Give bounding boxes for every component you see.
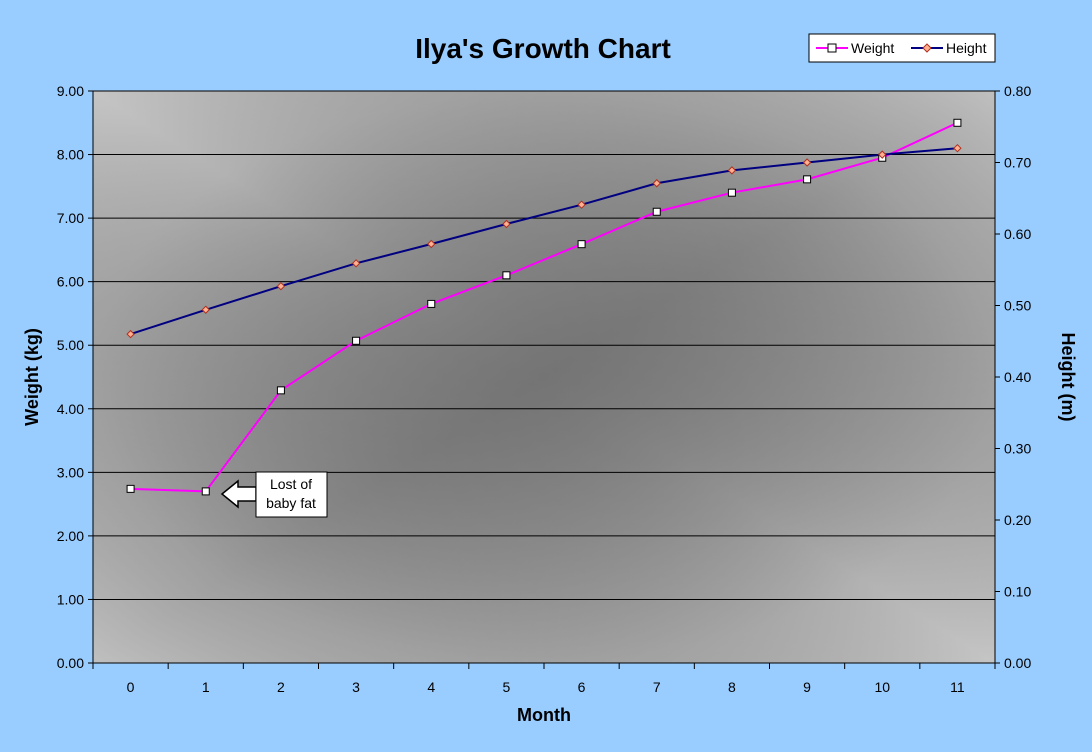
plot-area <box>93 91 995 663</box>
height-point <box>351 259 361 268</box>
y-tick-label: 2.00 <box>57 528 84 544</box>
height-point <box>427 239 436 249</box>
x-tick-label: 1 <box>202 679 210 695</box>
legend-weight-label: Weight <box>851 40 894 56</box>
y2-tick-label: 0.60 <box>1004 226 1031 242</box>
x-tick-label: 2 <box>277 679 285 695</box>
series-line-weight <box>130 121 958 493</box>
y-axis-title-right: Height (m) <box>1058 333 1078 422</box>
y-tick-label: 8.00 <box>57 147 84 163</box>
x-tick-label: 6 <box>578 679 586 695</box>
series-layer <box>126 118 962 496</box>
y-tick-label: 9.00 <box>57 83 84 99</box>
weight-point <box>427 299 436 308</box>
weight-point <box>126 484 135 493</box>
gridlines <box>93 90 995 600</box>
y2-tick-label: 0.70 <box>1004 155 1031 171</box>
x-tick-label: 3 <box>352 679 360 695</box>
x-tick-label: 11 <box>950 679 965 695</box>
y-tick-label: 0.00 <box>57 655 84 671</box>
weight-point <box>502 271 511 280</box>
weight-point <box>727 188 736 197</box>
series-line-height <box>130 147 958 336</box>
weight-point <box>652 207 661 216</box>
height-point <box>502 219 511 229</box>
height-point <box>276 281 286 291</box>
y-tick-label: 7.00 <box>57 210 84 226</box>
y2-tick-label: 0.80 <box>1004 83 1031 99</box>
callout-line-2: baby fat <box>266 495 316 511</box>
height-point <box>802 158 812 167</box>
x-tick-label: 7 <box>653 679 661 695</box>
ticks-layer: 0.00 1.00 2.00 3.00 4.00 5.00 6.00 7.00 8.00 9.00… <box>57 83 1032 695</box>
y2-tick-label: 0.30 <box>1004 441 1031 457</box>
height-point <box>577 200 586 209</box>
weight-point <box>352 336 361 345</box>
x-axis-title: Month <box>517 705 571 725</box>
y2-tick-label: 0.00 <box>1004 655 1031 671</box>
x-tick-label: 9 <box>803 679 811 695</box>
x-tick-label: 4 <box>427 679 435 695</box>
y-tick-label: 4.00 <box>57 401 84 417</box>
y-tick-label: 1.00 <box>57 591 84 607</box>
weight-point <box>803 175 812 184</box>
y-tick-label: 5.00 <box>57 337 84 353</box>
x-tick-label: 10 <box>874 679 890 695</box>
callout-box <box>255 471 328 518</box>
height-point <box>953 143 962 153</box>
y2-tick-label: 0.50 <box>1004 298 1031 314</box>
y2-tick-label: 0.20 <box>1004 512 1031 528</box>
weight-point <box>577 240 586 249</box>
baby-fat-callout: Lost of baby fat <box>220 471 328 518</box>
legend-height-marker <box>922 43 932 53</box>
legend-weight-marker <box>827 43 837 53</box>
height-point <box>727 166 737 175</box>
callout-line-1: Lost of <box>270 476 312 492</box>
y2-tick-label: 0.10 <box>1004 584 1031 600</box>
x-tick-label: 0 <box>127 679 135 695</box>
height-point <box>201 305 210 314</box>
weight-point <box>276 386 285 395</box>
y-tick-label: 3.00 <box>57 464 84 480</box>
legend-height-label: Height <box>946 40 987 56</box>
chart-title: Ilya's Growth Chart <box>415 33 671 64</box>
height-point <box>878 150 887 159</box>
height-point <box>652 179 661 188</box>
legend: Weight Height <box>808 33 996 63</box>
y-axis-title-left: Weight (kg) <box>22 328 42 426</box>
plot-shade-center <box>93 91 995 663</box>
x-tick-label: 5 <box>503 679 511 695</box>
height-point <box>126 329 135 339</box>
y2-tick-label: 0.40 <box>1004 369 1031 385</box>
weight-point <box>953 118 962 127</box>
weight-point <box>201 487 210 496</box>
y-tick-label: 6.00 <box>57 274 84 290</box>
x-tick-label: 8 <box>728 679 736 695</box>
